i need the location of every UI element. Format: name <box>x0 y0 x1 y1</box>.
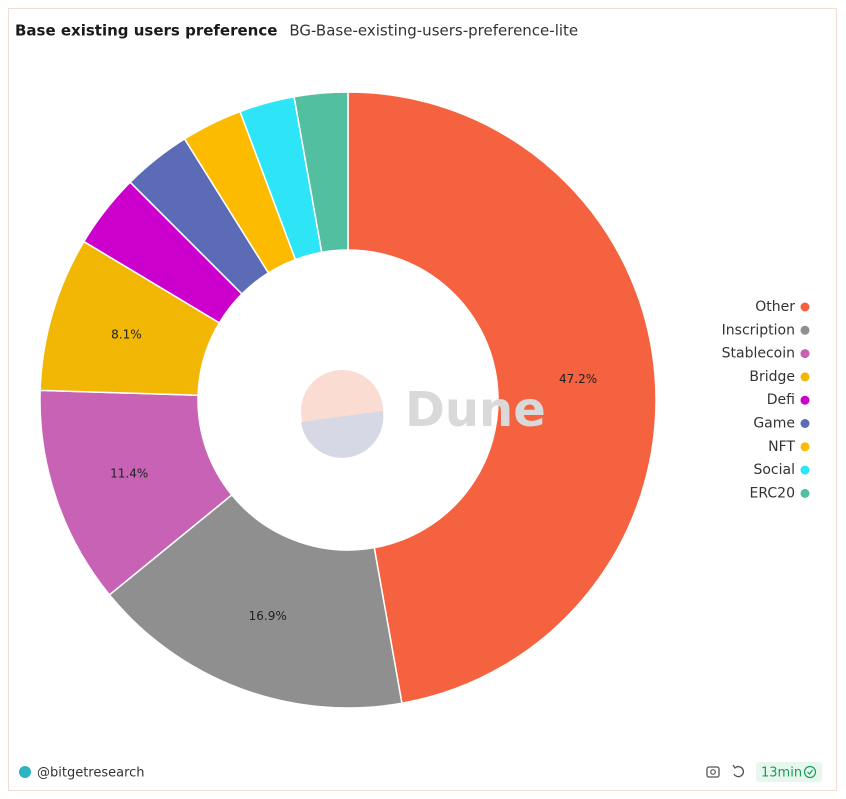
check-mark <box>807 769 813 775</box>
legend-swatch <box>800 302 810 312</box>
legend-swatch <box>800 325 810 335</box>
slice <box>39 389 233 596</box>
legend-label: ERC20 <box>750 485 795 501</box>
legend-swatch <box>800 419 810 428</box>
data-label: 47.2% <box>559 372 597 386</box>
screenshot-icon-lens <box>710 769 716 775</box>
data-label: 16.9% <box>249 609 287 623</box>
refresh-icon[interactable] <box>732 764 744 778</box>
legend-swatch <box>800 488 810 498</box>
author-avatar <box>19 766 31 778</box>
legend-label: Inscription <box>722 322 795 338</box>
legend-swatch <box>800 349 810 359</box>
legend-label: Other <box>755 299 795 315</box>
check-icon <box>803 765 817 779</box>
data-label: 11.4% <box>110 467 148 481</box>
legend-swatch <box>800 372 810 382</box>
data-label: 8.1% <box>111 327 142 341</box>
chart-title: Base existing users preference <box>15 22 277 40</box>
refresh-badge <box>756 762 822 782</box>
legend-swatch <box>800 395 810 405</box>
legend-label: Social <box>753 462 795 478</box>
watermark: Dune <box>405 382 546 438</box>
legend-label: Game <box>753 416 795 432</box>
legend-label: Bridge <box>749 369 795 385</box>
donut <box>39 91 657 709</box>
legend-label: Defi <box>767 392 795 408</box>
legend-swatch <box>800 465 810 475</box>
chart-subtitle: BG-Base-existing-users-preference-lite <box>289 22 578 40</box>
slice <box>293 91 349 254</box>
legend-label: NFT <box>768 439 795 455</box>
legend-label: Stablecoin <box>722 346 795 362</box>
footer-author: @bitgetresearch <box>37 766 145 781</box>
refresh-time: 13min <box>761 766 802 781</box>
slice <box>347 91 657 705</box>
slice <box>108 493 403 709</box>
legend-swatch <box>800 442 810 452</box>
screenshot-icon[interactable] <box>706 766 720 778</box>
watermark-logo-part <box>301 411 384 458</box>
